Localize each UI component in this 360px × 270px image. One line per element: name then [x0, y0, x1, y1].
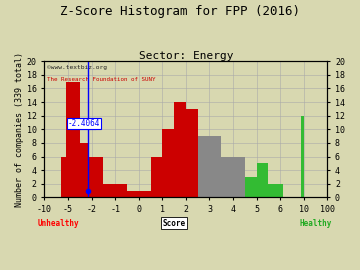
Text: Unhealthy: Unhealthy: [38, 219, 79, 228]
Text: Score: Score: [162, 219, 186, 228]
Bar: [174, 102, 186, 197]
Bar: [80, 143, 87, 197]
Bar: [61, 157, 66, 197]
Bar: [103, 184, 127, 197]
Bar: [280, 184, 283, 197]
Bar: [127, 191, 150, 197]
Bar: [198, 136, 210, 197]
Text: ©www.textbiz.org: ©www.textbiz.org: [47, 65, 107, 70]
Bar: [87, 157, 103, 197]
Bar: [66, 82, 72, 197]
Y-axis label: Number of companies (339 total): Number of companies (339 total): [15, 52, 24, 207]
Bar: [162, 129, 174, 197]
Bar: [301, 116, 304, 197]
Bar: [186, 109, 198, 197]
Text: Healthy: Healthy: [300, 219, 332, 228]
Bar: [257, 163, 269, 197]
Bar: [269, 184, 280, 197]
Bar: [210, 136, 221, 197]
Bar: [72, 82, 80, 197]
Text: Z-Score Histogram for FPP (2016): Z-Score Histogram for FPP (2016): [60, 5, 300, 18]
Bar: [150, 157, 162, 197]
Title: Sector: Energy: Sector: Energy: [139, 51, 233, 61]
Bar: [233, 157, 245, 197]
Text: -2.4064: -2.4064: [68, 119, 100, 128]
Text: The Research Foundation of SUNY: The Research Foundation of SUNY: [47, 77, 156, 82]
Bar: [245, 177, 257, 197]
Bar: [221, 157, 233, 197]
